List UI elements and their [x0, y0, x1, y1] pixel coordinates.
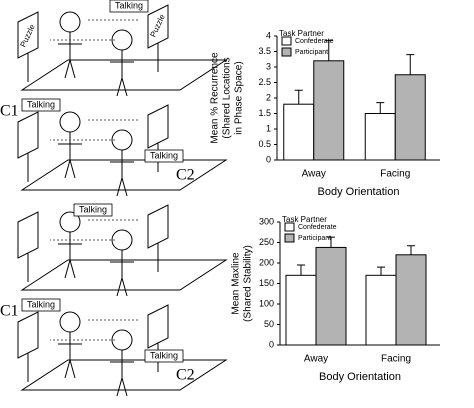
label-box: [144, 349, 184, 363]
x-tick-label: Facing: [381, 354, 411, 365]
legend-title: Task Partner: [279, 29, 324, 38]
bar: [365, 274, 397, 346]
error-bar: [376, 102, 385, 114]
head: [59, 311, 81, 333]
error-bar: [324, 40, 333, 61]
talking-label: Talking: [79, 204, 107, 214]
stick-figure: [58, 232, 82, 279]
stick-figure: [58, 332, 82, 379]
legend-label: Confederate: [295, 38, 334, 45]
talking-label: Talking: [27, 99, 55, 109]
y-tick-label: 0: [266, 154, 271, 164]
y-axis-label: (Shared Stability): [243, 245, 254, 322]
error-bar: [294, 89, 303, 105]
condition-label: C2: [176, 167, 195, 184]
floor: [20, 259, 228, 291]
sign-left: [17, 11, 39, 82]
arrows: [50, 219, 140, 241]
bar: [285, 274, 317, 346]
y-tick-label: 4: [266, 30, 271, 40]
legend-label: Participant: [295, 49, 328, 56]
error-bar: [327, 236, 335, 248]
stick-figure: [110, 150, 134, 197]
legend-swatch: [284, 222, 295, 232]
bar: [315, 246, 347, 346]
sign-left: [17, 211, 39, 282]
floor: [20, 359, 228, 391]
x-tick-label: Facing: [380, 169, 410, 180]
y-axis-label: (Shared Locations: [222, 57, 233, 138]
stick-figure: [58, 32, 82, 79]
floor: [20, 59, 228, 91]
error-bar: [297, 264, 305, 276]
legend-title: Task Partner: [282, 215, 327, 224]
stick-figure: [110, 50, 134, 97]
label-box: [73, 203, 113, 217]
y-tick-label: 0: [269, 339, 274, 349]
bar: [364, 113, 396, 161]
y-tick-label: 2.5: [258, 77, 271, 87]
y-tick-label: 3.5: [258, 46, 271, 56]
condition-label: C1: [0, 303, 19, 320]
bar: [283, 103, 315, 161]
sign-left: [17, 311, 39, 382]
legend-label: Confederate: [298, 224, 337, 231]
stick-figure: [110, 350, 134, 397]
x-axis-label: Body Orientation: [318, 186, 400, 198]
arrows: [50, 19, 140, 41]
y-tick-label: 250: [259, 237, 274, 247]
arrows: [50, 119, 140, 141]
label-box: [144, 149, 184, 163]
label-box: [21, 98, 61, 112]
bar: [394, 74, 426, 161]
talking-label: Talking: [27, 299, 55, 309]
bar: [395, 254, 427, 346]
legend-label: Participant: [298, 235, 331, 242]
y-tick-label: 1.5: [258, 108, 271, 118]
sign-left: [17, 111, 39, 182]
stick-figure: [110, 250, 134, 297]
condition-label: C1: [0, 103, 19, 120]
x-axis-label: Body Orientation: [319, 371, 401, 383]
error-bar: [406, 54, 415, 75]
legend-swatch: [284, 233, 295, 243]
y-tick-label: 300: [259, 216, 274, 226]
arrows: [50, 319, 140, 341]
x-tick-label: Away: [304, 354, 328, 365]
y-tick-label: 3: [266, 61, 271, 71]
y-tick-label: 1: [266, 123, 271, 133]
condition-label: C2: [176, 367, 195, 384]
sign-right: [147, 4, 169, 72]
talking-label: Talking: [115, 0, 143, 10]
y-tick-label: 100: [259, 298, 274, 308]
x-tick-label: Away: [302, 169, 326, 180]
error-bar: [377, 266, 385, 276]
label-box: [109, 0, 149, 13]
y-tick-label: 200: [259, 257, 274, 267]
legend-swatch: [281, 47, 292, 57]
y-axis-label: Mean Maxline: [231, 252, 242, 315]
error-bar: [407, 245, 415, 255]
y-tick-label: 2: [266, 92, 271, 102]
talking-label: Talking: [150, 350, 178, 360]
bar: [313, 60, 345, 161]
label-box: [21, 298, 61, 312]
head: [59, 111, 81, 133]
talking-label: Talking: [150, 150, 178, 160]
stick-figure: [58, 132, 82, 179]
y-tick-label: 0.5: [258, 139, 271, 149]
y-axis-label: in Phase Space): [234, 61, 245, 134]
floor: [20, 159, 228, 191]
y-tick-label: 50: [264, 319, 274, 329]
y-axis-label: Mean % Recurrence: [210, 52, 221, 144]
y-tick-label: 150: [259, 278, 274, 288]
sign-right: [147, 204, 169, 272]
head: [59, 11, 81, 33]
legend-swatch: [281, 36, 292, 46]
